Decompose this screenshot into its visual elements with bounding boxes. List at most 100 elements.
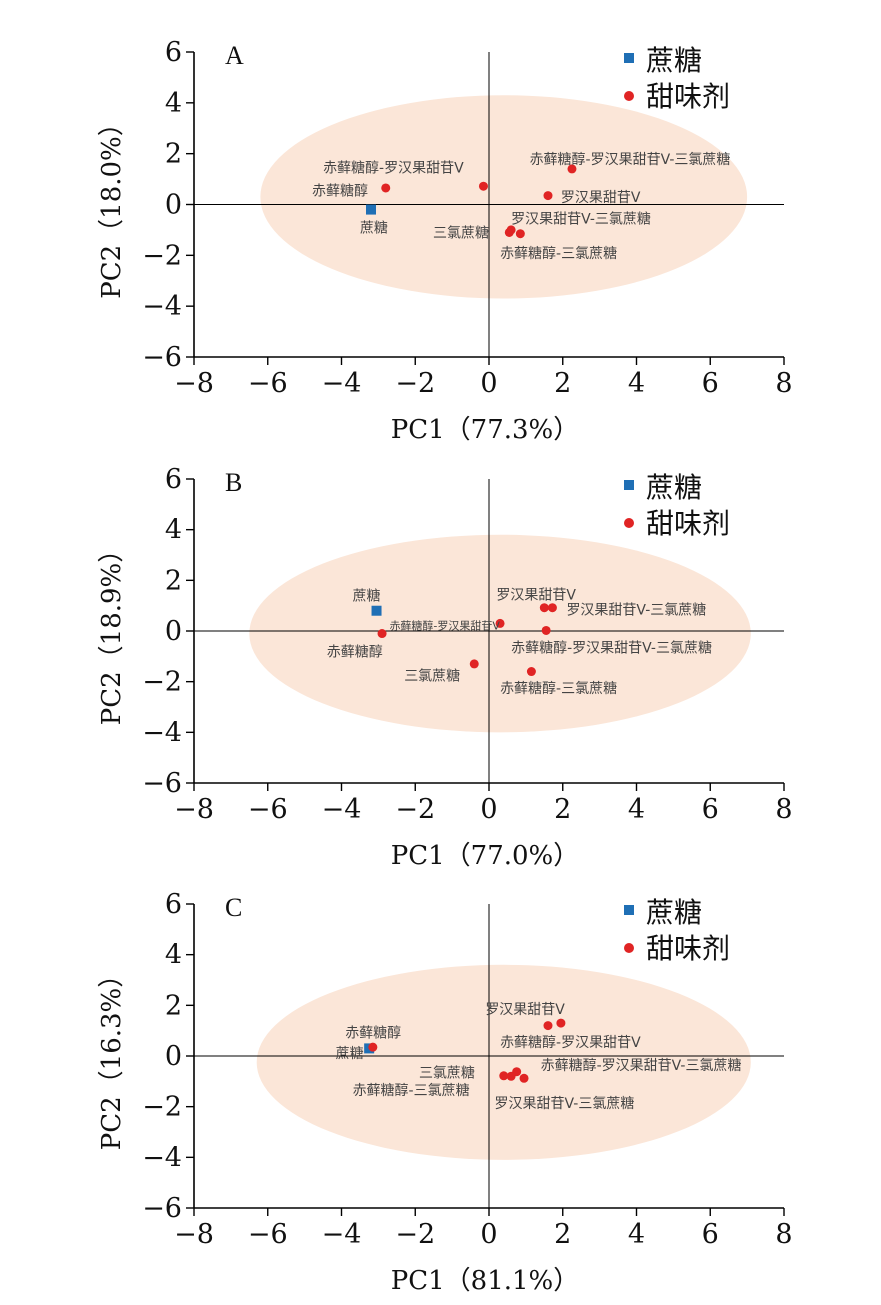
chart-a-point-sucrose (366, 204, 376, 215)
chart-c-point-label: 罗汉果甜苷V (485, 1002, 565, 1018)
chart-c-x-axis-title: PC1（81.1%） (391, 1266, 580, 1296)
chart-a-x-tick-label: 4 (628, 368, 645, 399)
chart-a-point-sweetener (381, 183, 391, 193)
chart-b-point-sweetener (541, 625, 551, 635)
chart-a-point-label: 罗汉果甜苷V-三氯蔗糖 (511, 211, 651, 227)
chart-b-x-tick-label: −8 (174, 794, 214, 825)
chart-a-panel-letter: A (225, 41, 244, 70)
chart-b-legend-square-marker (624, 480, 634, 490)
chart-a-point-label: 赤藓糖醇-罗汉果甜苷V (323, 160, 464, 177)
chart-b-point-sweetener (495, 618, 505, 628)
chart-a-x-tick-label: −6 (248, 368, 288, 399)
chart-a-legend-label: 蔗糖 (646, 44, 702, 77)
chart-c-point-label: 蔗糖 (336, 1046, 364, 1062)
chart-b-x-tick-label: −6 (248, 794, 288, 825)
chart-a-point-label: 赤藓糖醇-罗汉果甜苷V-三氯蔗糖 (530, 151, 731, 168)
chart-b-x-tick-label: −4 (322, 794, 362, 825)
chart-c-x-tick-label: 6 (702, 1219, 719, 1250)
chart-c-y-tick-label: −2 (142, 1092, 182, 1123)
chart-a-y-tick-label: −4 (142, 291, 182, 322)
chart-c-x-tick-label: −6 (248, 1219, 288, 1250)
chart-b-point-label: 蔗糖 (353, 589, 381, 605)
chart-c-x-tick-label: 2 (554, 1219, 571, 1250)
chart-c-legend-square-marker (624, 905, 634, 915)
chart-b-legend-label: 甜味剂 (646, 507, 730, 540)
chart-c-x-tick-label: −8 (174, 1219, 214, 1250)
chart-b-y-tick-label: −6 (142, 768, 182, 799)
chart-c-x-tick-label: −2 (395, 1219, 435, 1250)
chart-b-point-sweetener (526, 667, 536, 677)
chart-c-point-sweetener (519, 1073, 529, 1083)
chart-b-point-label: 赤藓糖醇-三氯蔗糖 (500, 680, 617, 697)
chart-a-point-label: 三氯蔗糖 (433, 225, 489, 241)
chart-b-point-sweetener (547, 603, 557, 613)
chart-b-x-axis-title: PC1（77.0%） (391, 841, 580, 871)
chart-a-x-tick-label: −2 (395, 368, 435, 399)
chart-b-y-tick-label: 6 (165, 464, 182, 495)
chart-c-point-label: 罗汉果甜苷V-三氯蔗糖 (495, 1096, 635, 1112)
chart-b-point-label: 罗汉果甜苷V-三氯蔗糖 (566, 602, 706, 618)
chart-b-point-label: 罗汉果甜苷V (496, 587, 576, 603)
chart-c-x-tick-label: 8 (775, 1219, 792, 1250)
chart-a-y-tick-label: 2 (165, 139, 182, 170)
chart-c-y-tick-label: 4 (165, 940, 182, 971)
chart-a-legend-label: 甜味剂 (646, 80, 730, 113)
chart-c-x-tick-label: −4 (322, 1219, 362, 1250)
chart-a-point-label: 赤藓糖醇 (312, 183, 368, 200)
chart-c-point-sweetener (499, 1071, 509, 1081)
chart-a-y-tick-label: 0 (165, 190, 182, 221)
chart-a-point-sweetener (567, 164, 577, 174)
chart-b-x-tick-label: 0 (480, 794, 497, 825)
chart-c-point-label: 赤藓糖醇-三氯蔗糖 (353, 1082, 470, 1099)
chart-c-point-label: 赤藓糖醇-罗汉果甜苷V-三氯蔗糖 (541, 1057, 742, 1074)
chart-a-point-label: 蔗糖 (360, 220, 388, 236)
chart-b-legend-circle-marker (624, 518, 634, 528)
chart-a-legend-circle-marker (624, 91, 634, 101)
chart-c-point-sweetener (368, 1042, 378, 1052)
chart-b-y-tick-label: 4 (165, 515, 182, 546)
chart-b-x-tick-label: 6 (702, 794, 719, 825)
chart-c-panel-letter: C (225, 893, 242, 922)
chart-c-legend-label: 甜味剂 (646, 932, 730, 965)
chart-a-x-tick-label: 8 (775, 368, 792, 399)
chart-c-panel: −8 −6 −4 −2 0 2 4 6 86420−2−4−6PC1（81.1%）PC2（16.… (97, 889, 793, 1296)
chart-a-point-label: 罗汉果甜苷V (561, 190, 641, 206)
chart-b-y-axis-title: PC2（18.9%） (97, 537, 127, 726)
chart-b-point-label: 赤藓糖醇-罗汉果甜苷V (389, 619, 500, 633)
chart-c-point-sweetener (543, 1021, 553, 1031)
chart-b-y-tick-label: −4 (142, 717, 182, 748)
chart-b-point-sweetener (377, 629, 387, 639)
chart-b-point-label: 赤藓糖醇-罗汉果甜苷V-三氯蔗糖 (511, 639, 712, 656)
chart-b-x-tick-label: 2 (554, 794, 571, 825)
chart-c-y-tick-label: 0 (165, 1041, 182, 1072)
chart-b-confidence-ellipse (249, 534, 751, 733)
chart-c-y-tick-label: 2 (165, 990, 182, 1021)
chart-c-y-tick-label: −4 (142, 1142, 182, 1173)
chart-a-y-tick-label: 6 (165, 37, 182, 68)
chart-b-point-label: 赤藓糖醇 (327, 643, 383, 660)
chart-a-x-tick-label: 0 (480, 368, 497, 399)
chart-c-confidence-ellipse (256, 964, 751, 1160)
chart-a-confidence-ellipse (260, 95, 748, 299)
chart-a-panel: −8 −6 −4 −2 0 2 4 6 86420−2−4−6PC1（77.3%）PC2（18.… (97, 37, 793, 445)
chart-c-y-tick-label: 6 (165, 889, 182, 920)
chart-a-y-tick-label: −6 (142, 342, 182, 373)
chart-b-y-tick-label: 2 (165, 565, 182, 596)
chart-b-panel-letter: B (225, 468, 242, 497)
chart-b-y-tick-label: −2 (142, 667, 182, 698)
chart-a-legend-square-marker (624, 53, 634, 63)
chart-a-point-sweetener (515, 229, 525, 239)
chart-a-y-tick-label: 4 (165, 88, 182, 119)
chart-a-point-sweetener (478, 181, 488, 191)
chart-a-y-tick-label: −2 (142, 240, 182, 271)
chart-a-x-tick-label: −8 (174, 368, 214, 399)
chart-b-x-tick-label: −2 (395, 794, 435, 825)
chart-c-legend-circle-marker (624, 943, 634, 953)
chart-c-point-label: 三氯蔗糖 (419, 1065, 475, 1081)
chart-b-x-tick-label: 8 (775, 794, 792, 825)
chart-b-legend-label: 蔗糖 (646, 471, 702, 504)
chart-c-point-label: 赤藓糖醇-罗汉果甜苷V (500, 1034, 641, 1051)
chart-a-point-label: 赤藓糖醇-三氯蔗糖 (500, 245, 617, 262)
chart-b-point-sweetener (539, 603, 549, 613)
chart-c-point-sweetener (556, 1018, 566, 1028)
